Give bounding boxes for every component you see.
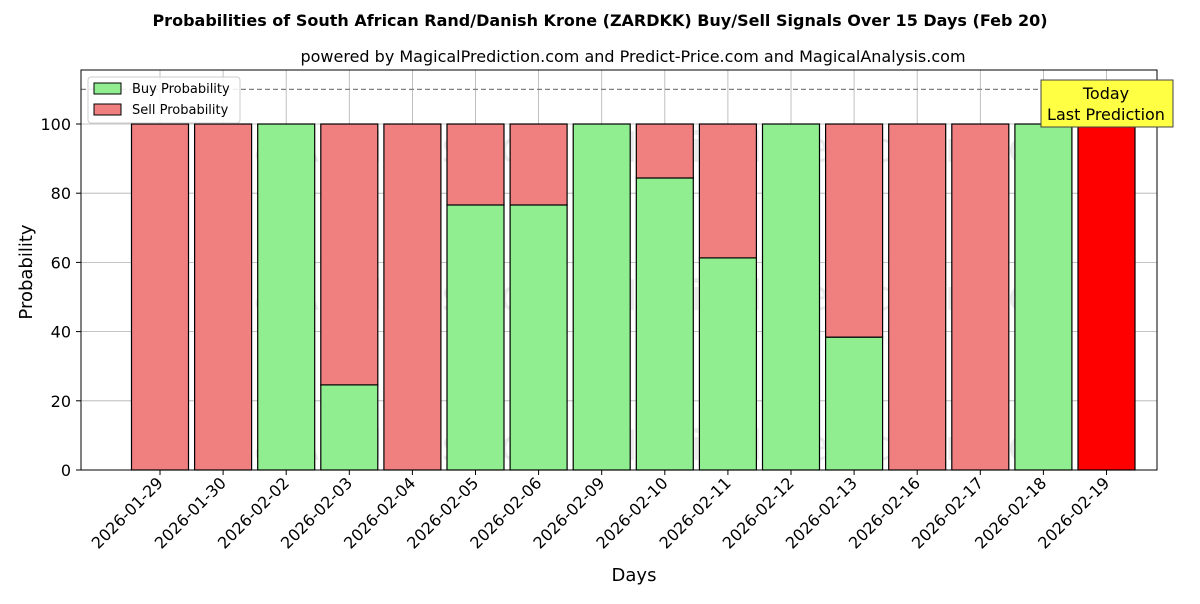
svg-text:Last Prediction: Last Prediction — [1047, 105, 1165, 124]
bars — [130, 123, 1136, 471]
buy-bar — [761, 123, 821, 471]
buy-bar — [257, 123, 316, 471]
buy-bar — [509, 204, 568, 471]
sell-bar — [1077, 123, 1136, 471]
buy-bar — [635, 177, 694, 471]
svg-text:80: 80 — [51, 184, 71, 203]
svg-text:100: 100 — [40, 115, 71, 134]
buy-bar — [824, 336, 884, 471]
today-annotation: Today Last Prediction — [1040, 79, 1174, 128]
buy-bar — [572, 123, 631, 471]
svg-text:40: 40 — [51, 323, 71, 342]
x-axis: 2026-01-292026-01-302026-02-022026-02-03… — [88, 470, 1113, 553]
sell-bar — [698, 123, 758, 259]
legend: Buy Probability Sell Probability — [87, 76, 241, 124]
sell-bar — [383, 123, 442, 471]
svg-text:Buy Probability: Buy Probability — [132, 82, 230, 97]
sell-bar — [951, 123, 1010, 471]
y-axis-label: Probability — [16, 224, 37, 319]
svg-text:Today: Today — [1082, 84, 1129, 103]
x-axis-label: Days — [612, 565, 657, 586]
buy-bar — [698, 257, 758, 471]
plot-frame — [80, 69, 1158, 471]
sell-bar — [130, 123, 190, 471]
svg-text:20: 20 — [51, 392, 71, 411]
buy-bar — [446, 204, 505, 471]
sell-bar — [509, 123, 568, 206]
sell-bar — [446, 123, 505, 206]
sell-bar — [824, 123, 884, 338]
buy-bar — [320, 384, 379, 471]
sell-bar — [888, 123, 947, 471]
y-axis: 0 20 40 60 80 100 — [40, 115, 81, 480]
chart-title: Probabilities of South African Rand/Dani… — [152, 11, 1047, 30]
sell-bar — [320, 123, 379, 386]
sell-bar — [194, 123, 253, 471]
svg-text:0: 0 — [61, 461, 71, 480]
sell-bar — [635, 123, 694, 179]
svg-text:60: 60 — [51, 253, 71, 272]
svg-text:Sell Probability: Sell Probability — [132, 103, 229, 118]
chart-subtitle: powered by MagicalPrediction.com and Pre… — [300, 47, 965, 66]
buy-bar — [1014, 123, 1073, 471]
